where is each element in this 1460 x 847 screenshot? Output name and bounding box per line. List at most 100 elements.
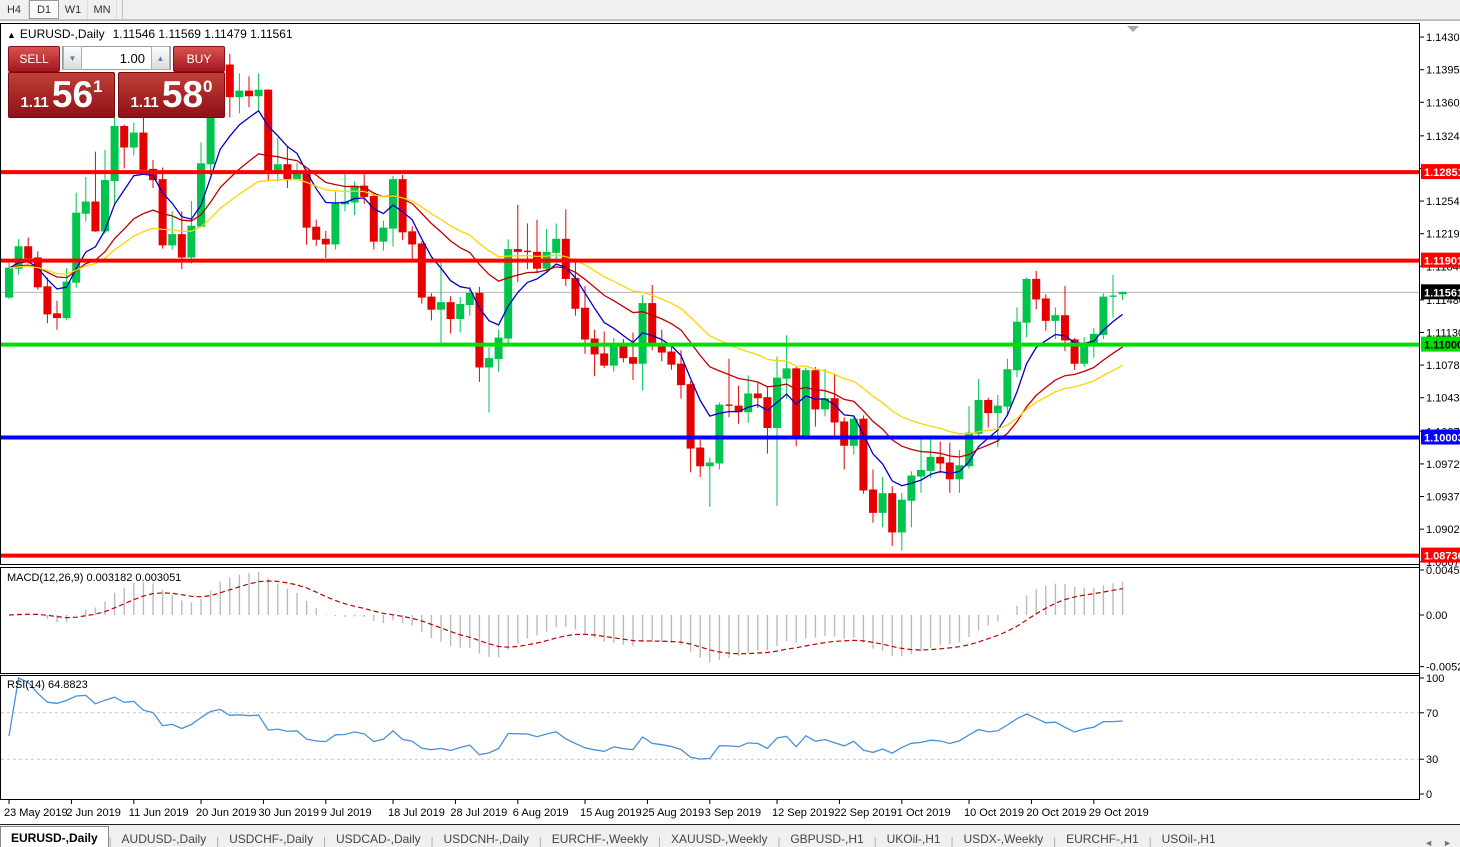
chart-ohlc-values: 1.11546 1.11569 1.11479 1.11561 xyxy=(112,27,293,41)
buy-price-prefix: 1.11 xyxy=(130,93,159,111)
candle-body xyxy=(1080,345,1089,364)
candle-body xyxy=(648,303,657,345)
candle-body xyxy=(465,292,474,306)
candle-body xyxy=(629,357,637,364)
candle-body xyxy=(974,400,983,434)
level-price-label-bg xyxy=(1421,336,1460,352)
volume-input[interactable]: 1.00 xyxy=(119,50,145,66)
candle-body xyxy=(331,203,340,245)
collapse-panel-icon[interactable]: ▲ xyxy=(7,30,16,40)
candle-body xyxy=(1118,291,1127,295)
candle-body xyxy=(763,397,772,429)
candle-body xyxy=(917,469,925,477)
level-price-label-bg xyxy=(1421,164,1460,180)
chart-shift-marker-icon[interactable] xyxy=(1127,26,1139,32)
candle-body xyxy=(187,225,196,258)
chart-tab-eurchf-h1[interactable]: EURCHF-,H1 xyxy=(1066,831,1139,846)
candle-body xyxy=(254,89,263,97)
price-axis-tick-label: 1.10780 xyxy=(1426,360,1460,372)
date-axis-label: 1 Oct 2019 xyxy=(897,807,951,819)
candle-body xyxy=(667,351,676,365)
candle-body xyxy=(168,234,177,246)
timeframe-button-w1[interactable]: W1 xyxy=(59,0,88,19)
candle-body xyxy=(43,286,52,315)
chart-tab-usoil-h1[interactable]: USOil-,H1 xyxy=(1161,831,1216,846)
candle-body xyxy=(753,393,762,399)
candle-body xyxy=(24,246,33,259)
candle-body xyxy=(72,212,81,283)
candle-body xyxy=(600,353,609,366)
candle-body xyxy=(619,345,628,359)
buy-price-box[interactable]: 1.11 58 0 xyxy=(118,72,225,118)
candle-body xyxy=(782,368,791,379)
chart-tab-ukoil-h1[interactable]: UKOil-,H1 xyxy=(886,831,941,846)
candle-body xyxy=(1061,315,1069,341)
tabs-scroll-right-icon[interactable]: ► xyxy=(1443,838,1452,847)
date-axis-label: 20 Jun 2019 xyxy=(196,807,257,819)
date-axis-label: 2 Jun 2019 xyxy=(66,807,120,819)
chart-tab-usdx-weekly[interactable]: USDX-,Weekly xyxy=(963,831,1044,846)
rsi-axis-tick-label: 70 xyxy=(1426,708,1438,720)
price-axis-tick-label: 1.13240 xyxy=(1426,131,1460,143)
candle-body xyxy=(907,475,916,501)
level-price-label: 1.12851 xyxy=(1424,167,1460,179)
timeframe-button-h4[interactable]: H4 xyxy=(0,0,29,19)
volume-increase-button[interactable]: ▲ xyxy=(151,46,170,70)
macd-axis-tick-label: 0.00 xyxy=(1426,610,1447,622)
price-axis-tick-label: 1.12540 xyxy=(1426,196,1460,208)
chart-tab-gbpusd-h1[interactable]: GBPUSD-,H1 xyxy=(790,831,864,846)
buy-price-big: 58 xyxy=(161,74,204,115)
chart-tab-usdcnh-daily[interactable]: USDCNH-,Daily xyxy=(443,831,529,846)
chart-tab-eurchf-weekly[interactable]: EURCHF-,Weekly xyxy=(551,831,649,846)
timeframe-toolbar: H4 D1 W1 MN xyxy=(0,0,1460,20)
candle-body xyxy=(878,493,887,513)
chart-tabbar: EURUSD-,Daily | AUDUSD-,Daily | USDCHF-,Dail… xyxy=(0,824,1460,847)
chart-title: ▲ EURUSD-,Daily 1.11546 1.11569 1.11479 1.… xyxy=(7,27,293,41)
candle-body xyxy=(840,421,849,446)
tabs-scroll-left-icon[interactable]: ◄ xyxy=(1424,838,1434,847)
chart-window: 1.143001.139501.136001.132401.128901.125… xyxy=(0,19,1460,826)
chart-tab-usdchf-daily[interactable]: USDCHF-,Daily xyxy=(229,831,314,846)
timeframe-button-mn[interactable]: MN xyxy=(88,0,117,19)
candle-body xyxy=(389,179,397,229)
candle-body xyxy=(513,249,522,252)
price-chart-canvas[interactable]: 1.143001.139501.136001.132401.128901.125… xyxy=(0,21,1460,826)
rsi-axis-tick-label: 100 xyxy=(1426,673,1444,685)
candle-body xyxy=(869,489,877,513)
sell-price-box[interactable]: 1.11 56 1 xyxy=(8,72,115,118)
candle-body xyxy=(677,363,685,386)
buy-button[interactable]: BUY xyxy=(173,46,225,72)
candle-body xyxy=(849,418,858,446)
volume-spinner: ▼ 1.00 ▲ xyxy=(62,46,171,70)
candle-body xyxy=(609,345,618,366)
level-price-label-bg xyxy=(1421,252,1460,268)
candle-body xyxy=(1032,278,1041,300)
chart-symbol-label: EURUSD-,Daily xyxy=(19,27,105,41)
chart-tab-usdcad-daily[interactable]: USDCAD-,Daily xyxy=(335,831,421,846)
tab-separator: | xyxy=(950,836,954,847)
candle-body xyxy=(494,337,503,360)
candle-body xyxy=(398,179,407,233)
level-price-label: 1.11901 xyxy=(1424,256,1460,268)
candle-body xyxy=(369,195,378,242)
candle-body xyxy=(139,132,148,170)
tab-separator: | xyxy=(430,836,434,847)
volume-decrease-button[interactable]: ▼ xyxy=(63,46,82,70)
moving-average-fast xyxy=(8,109,1123,487)
chart-tab-xauusd-weekly[interactable]: XAUUSD-,Weekly xyxy=(671,831,768,846)
level-price-label-bg xyxy=(1421,547,1460,563)
timeframe-button-d1[interactable]: D1 xyxy=(29,0,59,19)
date-axis-label: 15 Aug 2019 xyxy=(580,807,642,819)
rsi-axis-tick-label: 0 xyxy=(1426,789,1432,801)
chart-tab-audusd-daily[interactable]: AUDUSD-,Daily xyxy=(121,831,207,846)
level-price-label: 1.11000 xyxy=(1424,340,1460,352)
candle-body xyxy=(936,456,945,464)
candle-body xyxy=(312,226,321,240)
chart-tab-eurusd-daily[interactable]: EURUSD-,Daily xyxy=(0,826,109,847)
candle-body xyxy=(456,304,465,320)
sell-button[interactable]: SELL xyxy=(8,46,60,72)
tab-separator: | xyxy=(538,836,542,847)
candle-body xyxy=(686,384,695,449)
date-axis-label: 30 Jun 2019 xyxy=(258,807,319,819)
